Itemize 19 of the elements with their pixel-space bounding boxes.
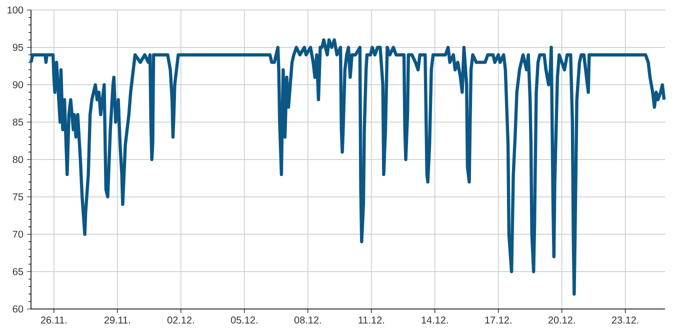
x-tick-label: 05.12. [230,316,258,324]
y-tick-label: 95 [12,44,24,51]
x-tick-label: 08.12. [294,316,321,324]
x-tick-label: 14.12. [422,316,448,324]
y-tick-label: 75 [12,193,24,200]
x-tick-label: 11.12. [358,316,384,324]
y-tick-label: 70 [12,230,24,238]
y-tick-label: 80 [12,156,24,164]
x-tick-label: 17.12. [485,316,512,324]
x-tick-label: 29.11. [104,316,130,324]
y-tick-label: 100 [8,6,24,14]
x-tick-label: 02.12. [167,316,194,324]
y-tick-label: 90 [12,81,24,88]
x-tick-label: 20.12. [548,316,575,324]
y-tick-label: 60 [12,305,24,313]
y-tick-label: 65 [12,268,24,276]
x-tick-label: 26.11. [40,316,66,324]
y-tick-label: 85 [12,118,24,126]
x-tick-label: 23.12. [612,316,638,324]
